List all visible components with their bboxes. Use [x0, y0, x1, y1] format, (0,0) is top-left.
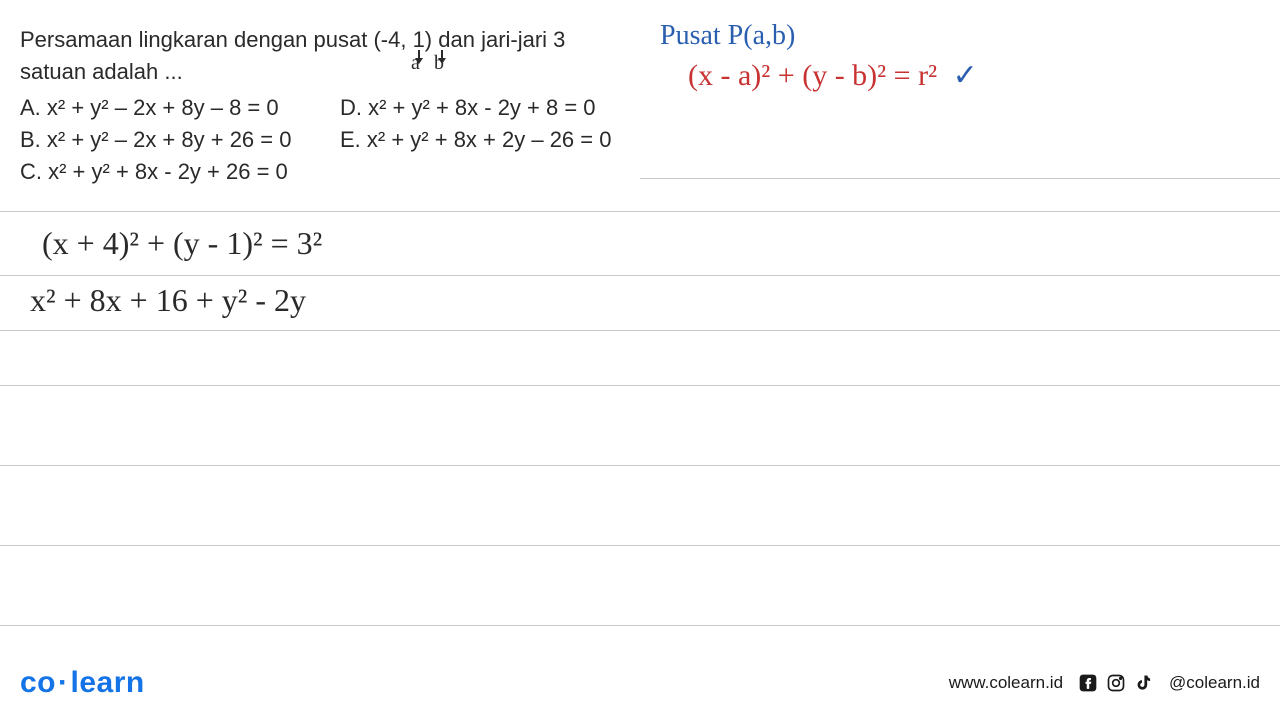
question-line2: satuan adalah ...: [20, 56, 640, 88]
option-a: A. x² + y² – 2x + 8y – 8 = 0: [20, 92, 340, 124]
work-line-1: (x + 4)² + (y - 1)² = 3²: [42, 225, 322, 262]
question-block: Persamaan lingkaran dengan pusat (-4, 1)…: [20, 24, 640, 187]
brand-logo: co·learn: [20, 666, 145, 700]
ruled-line: [0, 465, 1280, 466]
formula-equation: (x - a)² + (y - b)² = r² ✓: [688, 58, 978, 93]
footer: co·learn www.colearn.id @colearn.id: [20, 666, 1260, 700]
facebook-icon: [1077, 672, 1099, 694]
option-e: E. x² + y² + 8x + 2y – 26 = 0: [340, 124, 640, 156]
options-row: A. x² + y² – 2x + 8y – 8 = 0 B. x² + y² …: [20, 92, 640, 188]
option-b: B. x² + y² – 2x + 8y + 26 = 0: [20, 124, 340, 156]
social-icons: [1077, 672, 1155, 694]
logo-dot: ·: [58, 666, 69, 699]
footer-handle: @colearn.id: [1169, 673, 1260, 693]
logo-learn: learn: [71, 666, 145, 699]
options-col-right: D. x² + y² + 8x - 2y + 8 = 0 E. x² + y² …: [340, 92, 640, 188]
options-col-left: A. x² + y² – 2x + 8y – 8 = 0 B. x² + y² …: [20, 92, 340, 188]
ruled-line: [0, 545, 1280, 546]
option-c: C. x² + y² + 8x - 2y + 26 = 0: [20, 156, 340, 188]
ruled-line: [0, 385, 1280, 386]
footer-right: www.colearn.id @colearn.id: [949, 672, 1260, 694]
ruled-line: [0, 275, 1280, 276]
annotation-b: b: [434, 52, 444, 75]
ruled-line: [0, 625, 1280, 626]
formula-header: Pusat P(a,b): [660, 20, 978, 52]
tiktok-icon: [1133, 672, 1155, 694]
ruled-line: [0, 211, 1280, 212]
footer-url: www.colearn.id: [949, 673, 1063, 693]
ruled-line: [640, 178, 1280, 179]
option-d: D. x² + y² + 8x - 2y + 8 = 0: [340, 92, 640, 124]
formula-equation-text: (x - a)² + (y - b)² = r²: [688, 59, 937, 92]
question-line1: Persamaan lingkaran dengan pusat (-4, 1)…: [20, 24, 640, 56]
work-line-2: x² + 8x + 16 + y² - 2y: [30, 282, 306, 319]
ruled-line: [0, 330, 1280, 331]
formula-block: Pusat P(a,b) (x - a)² + (y - b)² = r² ✓: [660, 20, 978, 93]
instagram-icon: [1105, 672, 1127, 694]
annotation-a: a: [411, 52, 420, 75]
checkmark-icon: ✓: [953, 59, 978, 92]
logo-co: co: [20, 666, 56, 699]
